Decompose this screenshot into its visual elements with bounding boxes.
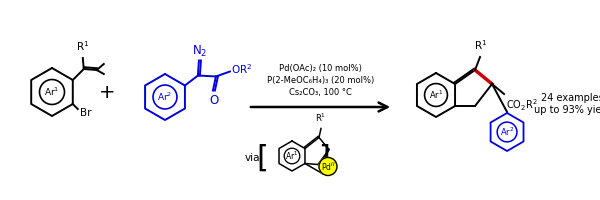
Text: P(2-MeOC₆H₄)₃ (20 mol%): P(2-MeOC₆H₄)₃ (20 mol%) [267, 76, 374, 85]
Text: 24 examples: 24 examples [541, 93, 600, 103]
Text: via:: via: [245, 153, 264, 163]
Text: Pd$^{II}$: Pd$^{II}$ [321, 160, 335, 173]
Text: O: O [209, 95, 218, 108]
Text: ]: ] [318, 144, 330, 172]
Text: Ar$^2$: Ar$^2$ [157, 91, 173, 103]
Text: CO$_2$R$^2$: CO$_2$R$^2$ [506, 97, 538, 113]
Text: [: [ [256, 144, 268, 172]
Text: Ar$^1$: Ar$^1$ [286, 150, 299, 162]
Text: Br: Br [80, 108, 91, 118]
Text: R$^1$: R$^1$ [475, 38, 488, 52]
Text: R$^1$: R$^1$ [316, 111, 326, 123]
Text: Ar$^1$: Ar$^1$ [429, 89, 443, 101]
Text: R$^1$: R$^1$ [76, 39, 89, 53]
Text: OR$^2$: OR$^2$ [231, 63, 252, 76]
Circle shape [319, 158, 337, 176]
Text: Cs₂CO₃, 100 °C: Cs₂CO₃, 100 °C [289, 88, 352, 97]
Text: Ar$^1$: Ar$^1$ [44, 86, 60, 98]
Text: +: + [99, 82, 115, 102]
Text: Ar$^2$: Ar$^2$ [500, 126, 514, 138]
Text: N$_2$: N$_2$ [192, 43, 208, 58]
Text: Pd(OAc)₂ (10 mol%): Pd(OAc)₂ (10 mol%) [279, 64, 362, 73]
Text: up to 93% yield: up to 93% yield [534, 105, 600, 115]
